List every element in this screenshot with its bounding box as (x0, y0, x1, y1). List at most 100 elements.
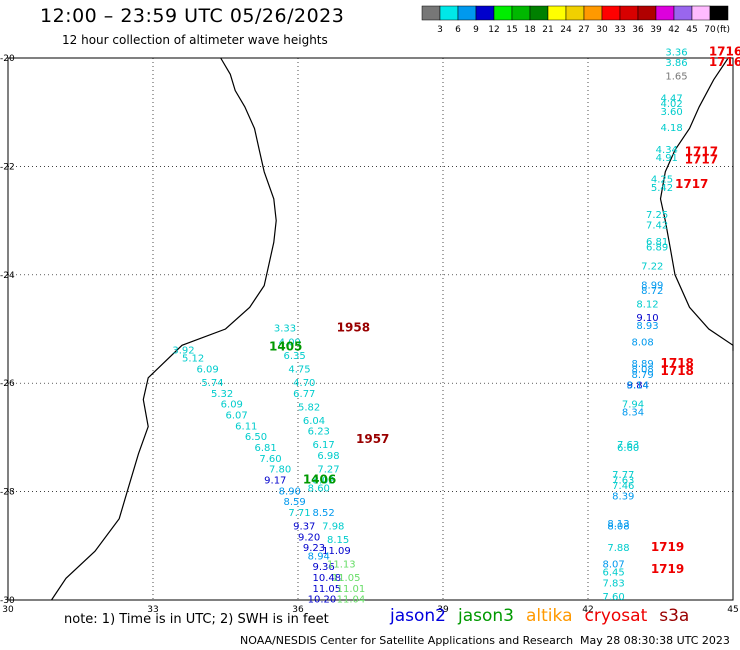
wave-height-label: 8.34 (622, 408, 644, 419)
wave-height-label: 8.52 (313, 508, 335, 519)
map-title: 12:00 – 23:59 UTC 05/26/2023 (40, 5, 345, 27)
map-subtitle: 12 hour collection of altimeter wave hei… (62, 33, 328, 47)
wave-height-label: 6.17 (313, 440, 335, 451)
wave-height-label: 7.80 (269, 465, 291, 476)
wave-height-colorbar: 3 6 9 12 15 18 21 24 27 30 33 36 39 42 45 70 (ft) (421, 5, 730, 35)
wave-height-label: 6.89 (646, 242, 668, 253)
wave-height-label: 3.60 (661, 107, 683, 118)
wave-height-label: 3.86 (665, 58, 687, 69)
colorbar-label: 15 (506, 25, 517, 35)
pass-time-label: 1716 (709, 55, 740, 69)
pass-time-label: 1406 (303, 472, 336, 486)
wave-height-label: 11.05 (313, 584, 342, 595)
satellite-cryosat: cryosat (584, 606, 648, 626)
wave-height-label: 7.42 (646, 221, 668, 232)
colorbar-label: 39 (650, 25, 662, 35)
pass-time-label: 1405 (269, 340, 302, 354)
wave-height-label: 8.14 (627, 381, 649, 392)
colorbar-label: 21 (542, 25, 553, 35)
satellite-s3a: s3a (659, 606, 690, 626)
madagascar-coastline (659, 57, 734, 351)
colorbar-label: 36 (632, 25, 644, 35)
wave-height-label: 10.48 (313, 573, 342, 584)
longitude-label: 30 (2, 605, 14, 615)
wave-height-label: 6.81 (255, 443, 277, 454)
wave-height-label: 4.91 (656, 153, 678, 164)
colorbar-label: 70 (704, 25, 716, 35)
colorbar-swatch (709, 5, 729, 21)
pass-time-label: 1718 (661, 364, 694, 378)
wave-height-label: 5.32 (211, 389, 233, 400)
longitude-label: 42 (582, 605, 593, 615)
satellite-legend: jason2 jason3 altika cryosat s3a (390, 606, 701, 626)
wave-height-label: 8.39 (612, 492, 634, 503)
wave-height-label: 8.94 (308, 551, 330, 562)
pass-time-label: 1716 (709, 44, 740, 58)
wave-height-label: 8.15 (327, 535, 349, 546)
map-frame (7, 57, 734, 601)
coastline (51, 57, 734, 601)
latitude-label: -20 (0, 54, 15, 64)
pass-time-label: 1957 (356, 432, 389, 446)
colorbar-label: 30 (596, 25, 608, 35)
wave-height-label: 6.07 (226, 410, 248, 421)
pass-time-label: 1719 (651, 540, 684, 554)
wave-height-label: 4.34 (656, 145, 678, 156)
wave-height-label: 6.50 (245, 432, 267, 443)
latitude-label: -22 (0, 162, 15, 172)
wave-height-label: 6.77 (293, 389, 315, 400)
latitude-label: -24 (0, 271, 15, 281)
colorbar-label: 3 (437, 25, 443, 35)
wave-height-label: 4.09 (279, 337, 301, 348)
colorbar-label: 9 (473, 25, 479, 35)
wave-height-label: 7.98 (322, 522, 344, 533)
wave-height-label: 8.60 (308, 484, 330, 495)
wave-height-label: 9.10 (636, 313, 658, 324)
wave-height-label: 4.47 (661, 93, 683, 104)
wave-height-label: 7.94 (622, 400, 644, 411)
latitude-label: -28 (0, 488, 15, 498)
wave-height-label: 9.17 (264, 475, 286, 486)
wave-height-label: 5.12 (182, 354, 204, 365)
wave-height-label: 9.23 (303, 543, 325, 554)
wave-height-label: 9.36 (313, 562, 335, 573)
wave-height-label: 5.42 (651, 183, 673, 194)
colorbar-label: 6 (455, 25, 461, 35)
wave-height-label: 7.77 (612, 470, 634, 481)
wave-height-label: 7.63 (612, 475, 634, 486)
pass-time-label: 1717 (675, 177, 708, 191)
wave-height-label: 6.23 (308, 427, 330, 438)
satellite-jason2: jason2 (390, 606, 446, 626)
credit-text: NOAA/NESDIS Center for Satellite Applica… (240, 634, 574, 647)
wave-height-label: 8.07 (603, 559, 625, 570)
pass-time-label: 1718 (661, 356, 694, 370)
wave-height-label: 8.02 (313, 475, 335, 486)
colorbar-unit: (ft) (716, 25, 730, 35)
wave-height-label: 7.63 (617, 440, 639, 451)
wave-height-label: 8.13 (607, 519, 629, 530)
longitude-label: 45 (727, 605, 738, 615)
footnote: note: 1) Time is in UTC; 2) SWH is in fe… (64, 612, 329, 627)
wave-height-label: 8.72 (641, 286, 663, 297)
wave-height-label: 7.22 (641, 261, 663, 272)
timestamp-text: May 28 08:30:38 UTC 2023 (580, 634, 730, 647)
wave-height-label: 4.75 (288, 364, 310, 375)
wave-height-label: 5.82 (298, 402, 320, 413)
satellite-jason3: jason3 (458, 606, 514, 626)
wave-height-label: 8.89 (632, 359, 654, 370)
wave-height-label: 9.20 (298, 532, 320, 543)
colorbar-label: 33 (614, 25, 625, 35)
wave-height-label: 9.84 (627, 381, 649, 392)
wave-height-label: 6.09 (221, 400, 243, 411)
pass-time-label: 1717 (685, 153, 718, 167)
wave-height-label: 11.01 (337, 584, 366, 595)
wave-height-label: 6.04 (303, 416, 325, 427)
wave-height-label: 8.99 (641, 280, 663, 291)
wave-height-label: 11.13 (327, 559, 356, 570)
wave-height-label: 9.37 (293, 522, 315, 533)
wave-height-label: 10.20 (308, 595, 337, 606)
wave-height-label: 11.05 (332, 573, 361, 584)
observations-layer: 3.33 4.09 3.92 6.35 5.12 4.75 6.09 4.70 5.74 6.77… (172, 44, 740, 605)
latitude-label: -26 (0, 379, 15, 389)
wave-height-label: 7.25 (646, 210, 668, 221)
